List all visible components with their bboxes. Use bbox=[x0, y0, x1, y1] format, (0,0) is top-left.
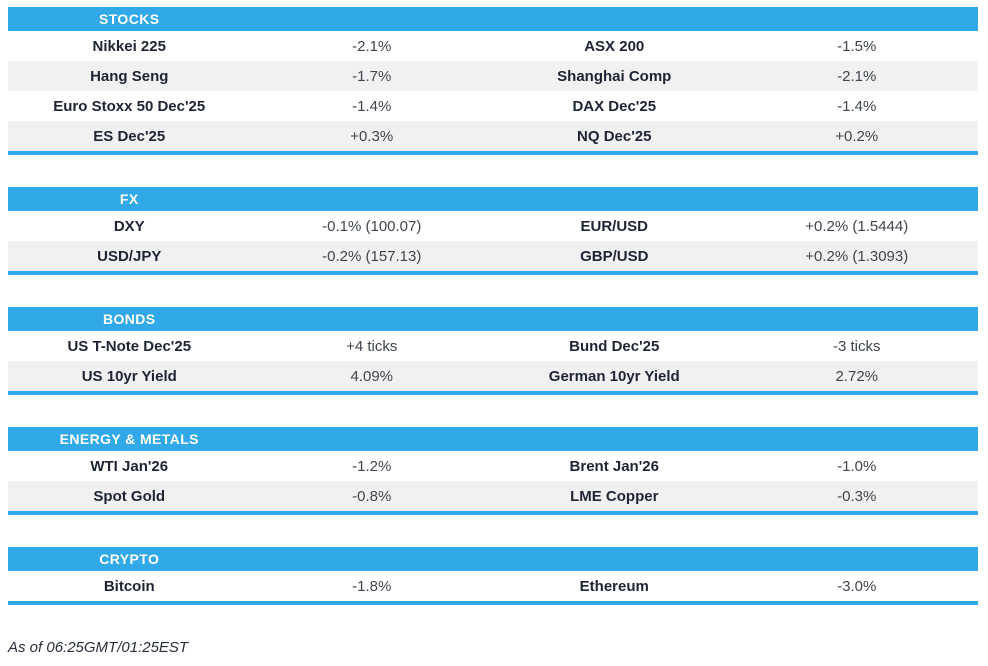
section-rows: WTI Jan'26 -1.2% Brent Jan'26 -1.0% Spot… bbox=[8, 451, 978, 511]
table-row: Hang Seng -1.7% Shanghai Comp -2.1% bbox=[8, 61, 978, 91]
section-energy-metals: ENERGY & METALS WTI Jan'26 -1.2% Brent J… bbox=[8, 427, 978, 515]
instrument-name: Hang Seng bbox=[90, 67, 169, 85]
instrument-name: ASX 200 bbox=[584, 37, 645, 55]
instrument-value: -2.1% bbox=[837, 67, 877, 85]
table-row: ES Dec'25 +0.3% NQ Dec'25 +0.2% bbox=[8, 121, 978, 151]
section-header: BONDS bbox=[8, 307, 978, 331]
section-header: STOCKS bbox=[8, 7, 978, 31]
instrument-value: -1.2% bbox=[352, 457, 392, 475]
section-rows: US T-Note Dec'25 +4 ticks Bund Dec'25 -3… bbox=[8, 331, 978, 391]
instrument-value: -3.0% bbox=[837, 577, 877, 595]
instrument-value: +0.3% bbox=[350, 127, 394, 145]
section-title: ENERGY & METALS bbox=[59, 431, 199, 447]
section-title: BONDS bbox=[102, 311, 156, 327]
instrument-value: +0.2% (1.5444) bbox=[805, 217, 909, 235]
instrument-value: -1.7% bbox=[352, 67, 392, 85]
table-row: US 10yr Yield 4.09% German 10yr Yield 2.… bbox=[8, 361, 978, 391]
instrument-value: -1.0% bbox=[837, 457, 877, 475]
instrument-value: +4 ticks bbox=[346, 337, 398, 355]
instrument-value: -1.4% bbox=[837, 97, 877, 115]
table-row: Nikkei 225 -2.1% ASX 200 -1.5% bbox=[8, 31, 978, 61]
section-fx: FX DXY -0.1% (100.07) EUR/USD +0.2% (1.5… bbox=[8, 187, 978, 275]
instrument-name: ES Dec'25 bbox=[93, 127, 166, 145]
instrument-name: US T-Note Dec'25 bbox=[67, 337, 192, 355]
instrument-value: -1.4% bbox=[352, 97, 392, 115]
instrument-value: +0.2% bbox=[835, 127, 879, 145]
instrument-name: Euro Stoxx 50 Dec'25 bbox=[53, 97, 206, 115]
instrument-value: -1.5% bbox=[837, 37, 877, 55]
table-row: Bitcoin -1.8% Ethereum -3.0% bbox=[8, 571, 978, 601]
instrument-name: Spot Gold bbox=[93, 487, 166, 505]
section-rows: Nikkei 225 -2.1% ASX 200 -1.5% Hang Seng… bbox=[8, 31, 978, 151]
section-rows: DXY -0.1% (100.07) EUR/USD +0.2% (1.5444… bbox=[8, 211, 978, 271]
instrument-value: -0.3% bbox=[837, 487, 877, 505]
table-row: USD/JPY -0.2% (157.13) GBP/USD +0.2% (1.… bbox=[8, 241, 978, 271]
instrument-name: Bitcoin bbox=[103, 577, 155, 595]
instrument-value: -0.1% (100.07) bbox=[322, 217, 422, 235]
section-crypto: CRYPTO Bitcoin -1.8% Ethereum -3.0% bbox=[8, 547, 978, 605]
instrument-value: +0.2% (1.3093) bbox=[805, 247, 909, 265]
instrument-name: DAX Dec'25 bbox=[572, 97, 657, 115]
section-header: FX bbox=[8, 187, 978, 211]
instrument-name: Brent Jan'26 bbox=[569, 457, 659, 475]
section-header: CRYPTO bbox=[8, 547, 978, 571]
instrument-name: NQ Dec'25 bbox=[577, 127, 652, 145]
section-title: FX bbox=[119, 191, 139, 207]
instrument-name: Bund Dec'25 bbox=[569, 337, 660, 355]
section-header: ENERGY & METALS bbox=[8, 427, 978, 451]
section-title: STOCKS bbox=[99, 11, 160, 27]
instrument-name: GBP/USD bbox=[580, 247, 649, 265]
instrument-name: USD/JPY bbox=[97, 247, 162, 265]
table-row: DXY -0.1% (100.07) EUR/USD +0.2% (1.5444… bbox=[8, 211, 978, 241]
section-bonds: BONDS US T-Note Dec'25 +4 ticks Bund Dec… bbox=[8, 307, 978, 395]
instrument-name: Nikkei 225 bbox=[92, 37, 166, 55]
as-of-timestamp: As of 06:25GMT/01:25EST bbox=[8, 639, 189, 656]
market-wrap: STOCKS Nikkei 225 -2.1% ASX 200 -1.5% Ha… bbox=[8, 7, 978, 605]
table-row: Spot Gold -0.8% LME Copper -0.3% bbox=[8, 481, 978, 511]
instrument-name: EUR/USD bbox=[580, 217, 648, 235]
instrument-name: LME Copper bbox=[570, 487, 659, 505]
instrument-name: WTI Jan'26 bbox=[90, 457, 169, 475]
instrument-value: -3 ticks bbox=[832, 337, 881, 355]
table-row: US T-Note Dec'25 +4 ticks Bund Dec'25 -3… bbox=[8, 331, 978, 361]
instrument-name: DXY bbox=[113, 217, 145, 235]
instrument-value: -0.8% bbox=[352, 487, 392, 505]
table-row: Euro Stoxx 50 Dec'25 -1.4% DAX Dec'25 -1… bbox=[8, 91, 978, 121]
section-rows: Bitcoin -1.8% Ethereum -3.0% bbox=[8, 571, 978, 601]
instrument-name: US 10yr Yield bbox=[81, 367, 177, 385]
instrument-value: -2.1% bbox=[352, 37, 392, 55]
instrument-name: Shanghai Comp bbox=[557, 67, 672, 85]
table-row: WTI Jan'26 -1.2% Brent Jan'26 -1.0% bbox=[8, 451, 978, 481]
instrument-value: -1.8% bbox=[352, 577, 392, 595]
section-title: CRYPTO bbox=[99, 551, 160, 567]
instrument-value: 4.09% bbox=[350, 367, 394, 385]
section-stocks: STOCKS Nikkei 225 -2.1% ASX 200 -1.5% Ha… bbox=[8, 7, 978, 155]
instrument-value: -0.2% (157.13) bbox=[322, 247, 422, 265]
instrument-name: German 10yr Yield bbox=[548, 367, 680, 385]
instrument-value: 2.72% bbox=[835, 367, 879, 385]
instrument-name: Ethereum bbox=[579, 577, 649, 595]
